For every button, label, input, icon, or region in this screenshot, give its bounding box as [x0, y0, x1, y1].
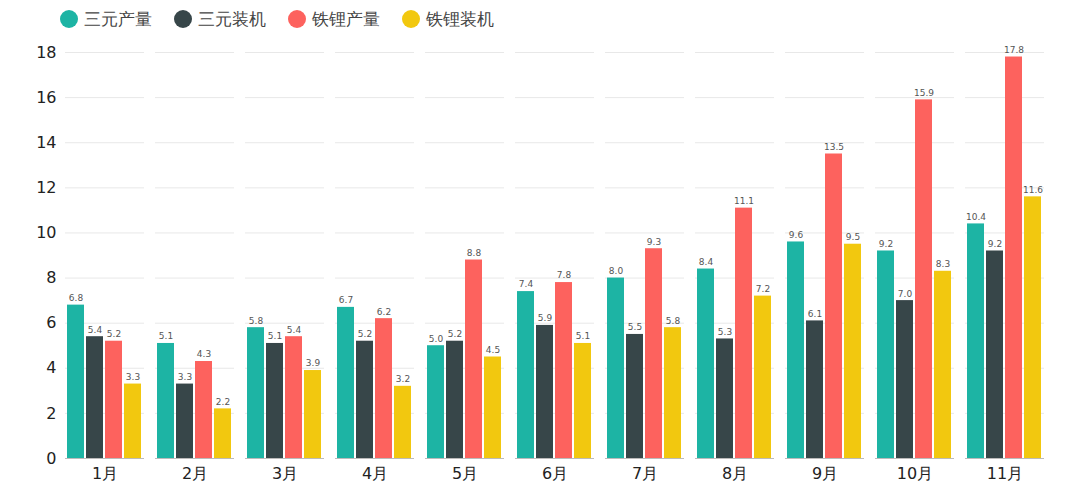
svg-text:6.2: 6.2 [377, 307, 391, 317]
svg-text:3月: 3月 [272, 464, 298, 483]
svg-text:5.4: 5.4 [88, 325, 103, 335]
svg-text:2月: 2月 [182, 464, 208, 483]
svg-text:9.3: 9.3 [647, 237, 661, 247]
svg-text:5.8: 5.8 [666, 316, 681, 326]
svg-text:5.3: 5.3 [718, 327, 732, 337]
svg-text:6.8: 6.8 [69, 293, 84, 303]
svg-text:18: 18 [36, 43, 56, 62]
svg-text:7.0: 7.0 [898, 288, 913, 298]
svg-text:4月: 4月 [362, 464, 388, 483]
svg-text:5.1: 5.1 [159, 331, 173, 341]
svg-text:2.2: 2.2 [216, 397, 230, 407]
svg-text:3.9: 3.9 [306, 358, 321, 368]
html-text:三元装机: 三元装机 [198, 8, 266, 29]
svg-text:5.2: 5.2 [358, 329, 372, 339]
svg-text:11月: 11月 [987, 464, 1023, 483]
svg-text:1月: 1月 [92, 464, 118, 483]
svg-text:8.0: 8.0 [609, 266, 624, 276]
svg-text:7月: 7月 [632, 464, 658, 483]
svg-text:9.2: 9.2 [879, 239, 893, 249]
svg-text:10.4: 10.4 [966, 212, 986, 222]
svg-text:10: 10 [36, 223, 56, 242]
svg-text:5.9: 5.9 [538, 313, 553, 323]
svg-text:10月: 10月 [897, 464, 933, 483]
svg-text:7.8: 7.8 [557, 270, 572, 280]
svg-text:5.5: 5.5 [628, 322, 642, 332]
svg-text:3.3: 3.3 [178, 372, 192, 382]
svg-text:11.1: 11.1 [734, 196, 754, 206]
svg-text:12: 12 [36, 178, 56, 197]
svg-text:2: 2 [46, 404, 56, 423]
svg-text:5.2: 5.2 [448, 329, 462, 339]
html-text:铁锂产量: 铁锂产量 [312, 8, 380, 29]
svg-text:8月: 8月 [722, 464, 748, 483]
svg-text:4.5: 4.5 [486, 345, 500, 355]
svg-text:6.7: 6.7 [339, 295, 353, 305]
svg-text:3.3: 3.3 [126, 372, 140, 382]
svg-text:9.2: 9.2 [988, 239, 1002, 249]
svg-text:6月: 6月 [542, 464, 568, 483]
svg-text:7.4: 7.4 [519, 279, 534, 289]
svg-text:13.5: 13.5 [824, 142, 844, 152]
svg-text:5.8: 5.8 [249, 316, 264, 326]
svg-text:8.8: 8.8 [467, 248, 482, 258]
svg-text:9.5: 9.5 [846, 232, 860, 242]
svg-text:8.4: 8.4 [699, 257, 714, 267]
svg-text:3.2: 3.2 [396, 374, 410, 384]
svg-text:6: 6 [46, 313, 56, 332]
svg-text:5月: 5月 [452, 464, 478, 483]
svg-text:4.3: 4.3 [197, 349, 211, 359]
svg-text:17.8: 17.8 [1004, 45, 1024, 55]
html-text:铁锂装机: 铁锂装机 [426, 8, 494, 29]
html-text:三元产量: 三元产量 [84, 8, 152, 29]
svg-text:8: 8 [46, 268, 56, 287]
svg-text:8.3: 8.3 [936, 259, 950, 269]
svg-text:5.4: 5.4 [287, 325, 302, 335]
svg-text:7.2: 7.2 [756, 284, 770, 294]
svg-text:6.1: 6.1 [808, 309, 822, 319]
svg-text:4: 4 [46, 358, 56, 377]
svg-text:15.9: 15.9 [914, 88, 934, 98]
svg-text:11.6: 11.6 [1023, 185, 1043, 195]
svg-text:5.1: 5.1 [576, 331, 590, 341]
svg-text:9月: 9月 [812, 464, 838, 483]
svg-text:5.2: 5.2 [107, 329, 121, 339]
svg-text:0: 0 [46, 449, 56, 468]
svg-text:5.1: 5.1 [268, 331, 282, 341]
svg-text:14: 14 [36, 133, 56, 152]
svg-text:9.6: 9.6 [789, 230, 804, 240]
svg-text:16: 16 [36, 88, 56, 107]
svg-text:5.0: 5.0 [429, 334, 444, 344]
